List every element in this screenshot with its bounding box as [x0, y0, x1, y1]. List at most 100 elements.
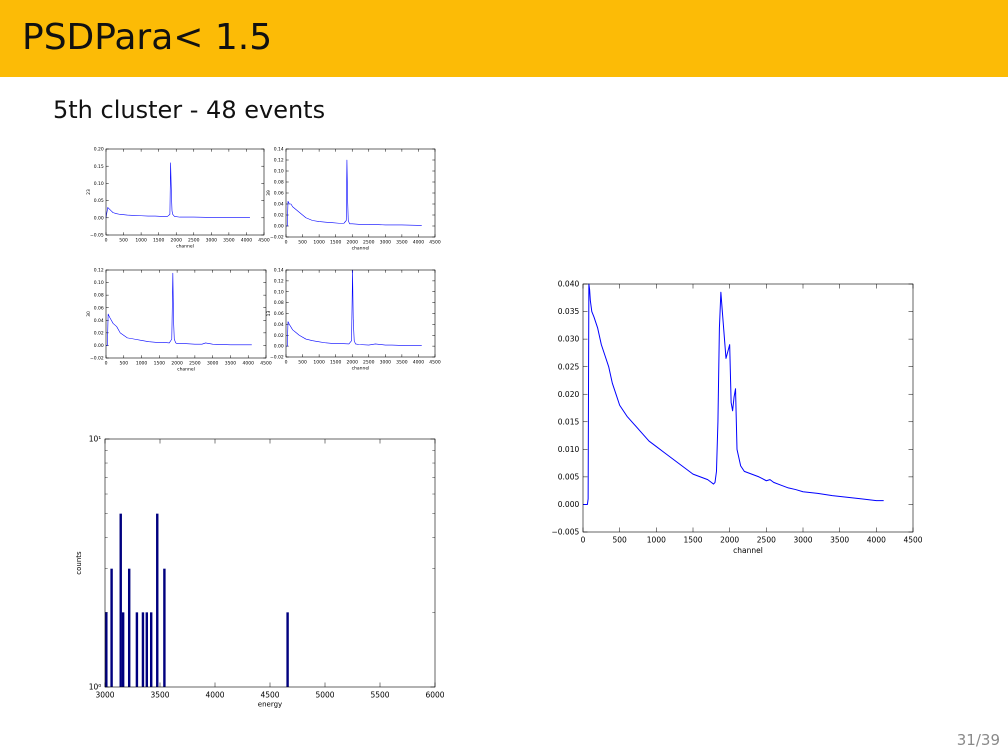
- x-tick-label: 5000: [315, 691, 334, 700]
- x-tick-label: 1000: [135, 237, 147, 243]
- y-tick-label: 0.10: [274, 289, 284, 295]
- axes-frame: [582, 283, 914, 533]
- x-tick-label: 4500: [258, 237, 270, 243]
- chart-bottom-left: 0 500 1000 1500 2000 2500 3000 3500 4000 4500 −0.0…: [86, 268, 272, 373]
- y-tick-label: 0.06: [274, 311, 284, 317]
- page-number: 31/39: [956, 731, 1000, 749]
- x-tick-label: 4000: [241, 237, 253, 243]
- y-tick-label: 0.025: [558, 362, 580, 371]
- histogram-bar: [156, 513, 159, 687]
- series-line: [583, 283, 884, 505]
- x-tick-label: 4500: [429, 359, 441, 365]
- x-tick-label: 1000: [313, 239, 325, 245]
- y-tick-label: 0.005: [558, 473, 580, 482]
- x-tick-label: 3500: [830, 536, 849, 545]
- x-tick-label: 2000: [720, 536, 739, 545]
- y-tick-label: 0.020: [558, 390, 580, 399]
- y-tick-label: 0.15: [94, 164, 104, 170]
- y-tick-label: 0.010: [558, 445, 580, 454]
- x-tick-label: 500: [298, 359, 307, 365]
- y-tick-label: 0.14: [274, 147, 284, 153]
- x-tick-label: 0: [105, 360, 108, 366]
- x-axis-label: channel: [177, 367, 195, 373]
- y-tick-label: 0.12: [94, 268, 104, 274]
- slide-title: PSDPara< 1.5: [22, 17, 273, 58]
- y-axis-label: 30: [86, 311, 92, 317]
- chart-energy-histogram: 3000 3500 4000 4500 5000 5500 6000 10⁰ 10¹ energy…: [75, 435, 445, 709]
- x-tick-label: 4500: [429, 239, 441, 245]
- x-tick-label: 2500: [363, 239, 375, 245]
- x-tick-label: 1000: [647, 536, 666, 545]
- y-tick-label: 0.02: [94, 330, 104, 336]
- series-line: [105, 162, 250, 218]
- x-tick-label: 4000: [413, 359, 425, 365]
- x-axis-label: channel: [352, 366, 370, 372]
- x-tick-label: 3500: [150, 691, 169, 700]
- x-tick-label: 3500: [396, 239, 408, 245]
- x-tick-label: 3500: [223, 237, 235, 243]
- x-tick-label: 3000: [380, 359, 392, 365]
- x-tick-label: 500: [119, 360, 128, 366]
- x-axis-label: energy: [258, 701, 282, 709]
- x-tick-label: 1000: [136, 360, 148, 366]
- x-tick-label: 3000: [380, 239, 392, 245]
- y-tick-label: 0.00: [274, 344, 284, 350]
- y-tick-label: 0.05: [94, 198, 104, 204]
- title-bar: PSDPara< 1.5: [0, 0, 1008, 77]
- y-tick-label: −0.02: [270, 355, 284, 361]
- y-tick-label: 0.015: [558, 417, 580, 426]
- x-tick-label: 500: [298, 239, 307, 245]
- x-tick-label: 3000: [793, 536, 812, 545]
- x-tick-label: 1500: [154, 360, 166, 366]
- y-tick-label: 0.08: [94, 293, 104, 299]
- y-tick-label: −0.005: [551, 528, 579, 537]
- histogram-bar: [141, 612, 145, 687]
- y-tick-label: 0.00: [94, 215, 104, 221]
- histogram-bar: [135, 612, 139, 687]
- histogram-bar: [127, 568, 131, 687]
- x-tick-label: 2500: [188, 237, 200, 243]
- x-tick-label: 1000: [313, 359, 325, 365]
- y-tick-label: −0.05: [90, 233, 104, 239]
- histogram-bar: [105, 612, 108, 687]
- x-tick-label: 1500: [153, 237, 165, 243]
- y-tick-label: 0.20: [94, 147, 104, 153]
- y-axis-label: 23: [86, 189, 92, 195]
- y-tick-label: 0.12: [274, 278, 284, 284]
- series-line: [286, 159, 422, 227]
- y-tick-label: 0.14: [274, 268, 284, 274]
- y-tick-label: 0.035: [558, 307, 580, 316]
- slide-subtitle: 5th cluster - 48 events: [53, 96, 326, 124]
- histogram-bar: [119, 513, 122, 687]
- y-tick-label: 0.00: [94, 343, 104, 349]
- x-tick-label: 0: [285, 359, 288, 365]
- x-tick-label: 3000: [95, 691, 114, 700]
- x-axis-label: channel: [733, 546, 763, 555]
- chart-top-left: 0 500 1000 1500 2000 2500 3000 3500 4000 4500 −0.0…: [86, 147, 270, 250]
- x-tick-label: 4000: [242, 360, 254, 366]
- x-tick-label: 2000: [171, 360, 183, 366]
- x-tick-label: 1500: [330, 359, 342, 365]
- x-axis-label: channel: [352, 246, 370, 252]
- x-tick-label: 5500: [370, 691, 389, 700]
- chart-top-right: 0 500 1000 1500 2000 2500 3000 3500 4000 4500 −0.0…: [266, 147, 441, 252]
- y-tick-label: 0.06: [94, 305, 104, 311]
- x-tick-label: 0: [105, 237, 108, 243]
- y-tick-label: −0.02: [270, 235, 284, 241]
- series-line: [106, 272, 252, 346]
- y-tick-label: 10¹: [89, 435, 102, 444]
- axes-frame: [105, 148, 265, 236]
- y-tick-label: −0.02: [90, 356, 104, 362]
- x-tick-label: 2000: [170, 237, 182, 243]
- axes-frame: [285, 269, 436, 358]
- y-tick-label: 0.02: [274, 213, 284, 219]
- y-tick-label: 0.030: [558, 335, 580, 344]
- x-tick-label: 4500: [903, 536, 922, 545]
- x-tick-label: 0: [285, 239, 288, 245]
- x-tick-label: 0: [581, 536, 586, 545]
- y-tick-label: 0.04: [94, 318, 104, 324]
- x-tick-label: 6000: [425, 691, 444, 700]
- y-tick-label: 0.02: [274, 333, 284, 339]
- x-tick-label: 3500: [396, 359, 408, 365]
- x-tick-label: 500: [119, 237, 128, 243]
